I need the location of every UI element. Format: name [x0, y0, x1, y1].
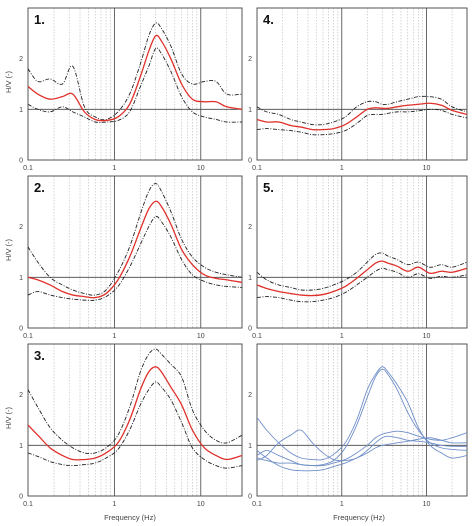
y-tick-label: 2 — [19, 224, 23, 231]
y-tick-label: 1 — [248, 443, 252, 450]
lower-curve — [257, 267, 467, 303]
y-axis-title-row-1: H/V (-) — [4, 70, 13, 93]
y-axis-title-row-3: H/V (-) — [4, 406, 13, 429]
plot-frame — [256, 175, 468, 329]
upper-curve — [257, 252, 467, 291]
mean-curve — [28, 34, 242, 122]
lower-curve — [28, 215, 242, 301]
panel-number-label: 2. — [34, 180, 45, 195]
x-tick-label: 0.1 — [252, 501, 262, 508]
plot-area — [28, 348, 242, 469]
y-tick-label: 2 — [248, 224, 252, 231]
y-tick-label: 1 — [248, 107, 252, 114]
lower-curve — [28, 47, 242, 123]
plot-area — [257, 366, 467, 472]
y-tick-label: 0 — [248, 326, 252, 333]
hv-panel-5: 0 1 2 0.1 1 10 3. — [19, 343, 243, 508]
x-tick-label: 1 — [340, 333, 344, 340]
x-tick-label: 1 — [112, 501, 116, 508]
individual-curve — [257, 430, 467, 467]
individual-curve — [257, 429, 467, 462]
x-tick-label: 10 — [423, 165, 431, 172]
x-tick-label: 0.1 — [23, 333, 33, 340]
x-tick-label: 0.1 — [252, 333, 262, 340]
individual-curve — [257, 368, 467, 467]
hv-panel-4: 0 1 2 0.1 1 10 5. — [248, 175, 468, 340]
plot-frame — [27, 175, 243, 329]
hv-panel-1: 0 1 2 0.1 1 10 1. — [19, 7, 243, 172]
plot-area — [257, 252, 467, 303]
plot-area — [257, 95, 467, 136]
y-tick-label: 1 — [19, 443, 23, 450]
plot-area — [28, 183, 242, 301]
y-tick-label: 0 — [19, 158, 23, 165]
y-tick-label: 0 — [19, 326, 23, 333]
x-axis-title-left: Frequency (Hz) — [104, 513, 156, 522]
plot-frame — [27, 7, 243, 161]
y-tick-label: 2 — [248, 392, 252, 399]
x-tick-label: 0.1 — [252, 165, 262, 172]
x-tick-label: 1 — [340, 501, 344, 508]
plot-area — [28, 22, 242, 123]
x-axis-title-right: Frequency (Hz) — [333, 513, 385, 522]
panel-number-label: 3. — [34, 348, 45, 363]
upper-curve — [28, 22, 242, 121]
y-tick-label: 2 — [19, 56, 23, 63]
y-tick-label: 0 — [248, 158, 252, 165]
panel-number-label: 4. — [263, 12, 274, 27]
x-tick-label: 10 — [197, 165, 205, 172]
x-tick-label: 10 — [197, 333, 205, 340]
x-tick-label: 10 — [423, 333, 431, 340]
y-tick-label: 0 — [19, 494, 23, 501]
upper-curve — [28, 348, 242, 455]
x-tick-label: 10 — [423, 501, 431, 508]
x-tick-label: 1 — [112, 165, 116, 172]
mean-curve — [28, 200, 242, 299]
y-tick-label: 1 — [19, 275, 23, 282]
y-axis-title-row-2: H/V (-) — [4, 238, 13, 261]
individual-curve — [257, 366, 467, 461]
y-tick-label: 0 — [248, 494, 252, 501]
panel-number-label: 1. — [34, 12, 45, 27]
x-tick-label: 0.1 — [23, 501, 33, 508]
plot-frame — [27, 343, 243, 497]
hv-panel-6: 0 1 2 0.1 1 10 — [248, 343, 468, 508]
hv-panel-2: 0 1 2 0.1 1 10 4. — [248, 7, 468, 172]
individual-curve — [257, 437, 467, 472]
y-tick-label: 1 — [19, 107, 23, 114]
mean-curve — [257, 260, 467, 297]
lower-curve — [28, 381, 242, 469]
x-tick-label: 0.1 — [23, 165, 33, 172]
upper-curve — [257, 95, 467, 126]
panel-number-label: 5. — [263, 180, 274, 195]
x-tick-label: 1 — [340, 165, 344, 172]
upper-curve — [28, 183, 242, 296]
hv-panel-3: 0 1 2 0.1 1 10 2. — [19, 175, 243, 340]
plot-frame — [256, 7, 468, 161]
mean-curve — [28, 366, 242, 461]
x-tick-label: 1 — [112, 333, 116, 340]
y-tick-label: 1 — [248, 275, 252, 282]
mean-curve — [257, 102, 467, 131]
y-tick-label: 2 — [19, 392, 23, 399]
plot-frame — [256, 343, 468, 497]
y-tick-label: 2 — [248, 56, 252, 63]
x-tick-label: 10 — [197, 501, 205, 508]
